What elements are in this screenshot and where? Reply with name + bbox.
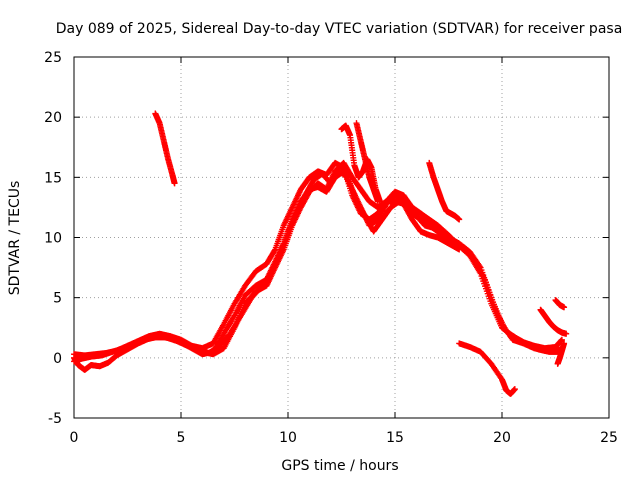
x-tick-label: 25	[600, 430, 618, 446]
y-tick-label: 10	[44, 231, 62, 247]
data-point	[456, 246, 463, 253]
data-point	[171, 180, 178, 187]
series-arc-4	[152, 110, 178, 187]
y-tick-label: 20	[44, 110, 62, 126]
y-axis: -5 0 5 10 15 20 25	[44, 50, 609, 427]
series-arc-9	[537, 306, 570, 337]
y-tick-label: 15	[44, 170, 62, 186]
series-arc-8	[456, 340, 518, 397]
x-axis: 0 5 10 15 20 25	[70, 57, 618, 446]
chart-title: Day 089 of 2025, Sidereal Day-to-day VTE…	[56, 21, 623, 37]
x-tick-label: 10	[279, 430, 297, 446]
data-point	[561, 304, 568, 311]
data-point	[563, 330, 570, 337]
series-arc-6	[353, 120, 381, 205]
x-tick-label: 5	[177, 430, 186, 446]
x-tick-label: 20	[493, 430, 511, 446]
data-point	[558, 336, 565, 343]
series-arc-10	[552, 297, 568, 311]
y-axis-label: SDTVAR / TECUs	[7, 181, 23, 296]
y-tick-label: 25	[44, 50, 62, 66]
data-point	[271, 247, 278, 254]
y-tick-label: 0	[53, 351, 62, 367]
data-point	[374, 198, 381, 205]
y-tick-label: -5	[48, 411, 62, 427]
data-point	[556, 348, 563, 355]
grid	[74, 57, 609, 418]
x-tick-label: 15	[386, 430, 404, 446]
data-point	[561, 340, 568, 347]
x-tick-label: 0	[70, 430, 79, 446]
data-points	[71, 110, 570, 397]
series-arc-7	[426, 159, 463, 223]
series-arc-12	[71, 168, 563, 365]
data-point	[456, 216, 463, 223]
data-point	[511, 386, 518, 393]
y-tick-label: 5	[53, 291, 62, 307]
x-axis-label: GPS time / hours	[281, 458, 398, 474]
